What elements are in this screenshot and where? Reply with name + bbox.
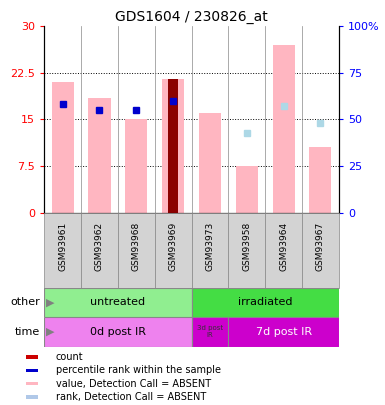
Text: count: count <box>56 352 84 362</box>
Bar <box>228 317 339 347</box>
Bar <box>162 79 184 213</box>
Bar <box>310 147 331 213</box>
Text: other: other <box>11 297 40 307</box>
Text: irradiated: irradiated <box>238 297 293 307</box>
Text: rank, Detection Call = ABSENT: rank, Detection Call = ABSENT <box>56 392 206 402</box>
Bar <box>52 82 74 213</box>
Bar <box>199 113 221 213</box>
Bar <box>26 356 38 359</box>
Text: value, Detection Call = ABSENT: value, Detection Call = ABSENT <box>56 379 211 389</box>
Bar <box>192 288 339 317</box>
Text: GSM93973: GSM93973 <box>206 222 214 271</box>
Text: ▶: ▶ <box>46 297 55 307</box>
Bar <box>125 119 147 213</box>
Bar <box>44 317 192 347</box>
Bar <box>26 369 38 372</box>
Text: percentile rank within the sample: percentile rank within the sample <box>56 365 221 375</box>
Bar <box>228 213 265 288</box>
Bar <box>26 395 38 399</box>
Bar <box>44 213 81 288</box>
Bar <box>89 98 110 213</box>
Bar <box>265 213 302 288</box>
Bar <box>273 45 295 213</box>
Bar <box>302 213 339 288</box>
Text: GSM93964: GSM93964 <box>279 222 288 271</box>
Text: GSM93962: GSM93962 <box>95 222 104 271</box>
Text: GSM93968: GSM93968 <box>132 222 141 271</box>
Text: 3d post
IR: 3d post IR <box>197 325 223 339</box>
Text: untreated: untreated <box>90 297 146 307</box>
Bar <box>155 213 192 288</box>
Text: GSM93961: GSM93961 <box>58 222 67 271</box>
Title: GDS1604 / 230826_at: GDS1604 / 230826_at <box>115 10 268 24</box>
Bar <box>118 213 155 288</box>
Text: 0d post IR: 0d post IR <box>90 327 146 337</box>
Bar <box>26 382 38 385</box>
Text: ▶: ▶ <box>46 327 55 337</box>
Text: GSM93967: GSM93967 <box>316 222 325 271</box>
Bar <box>81 213 118 288</box>
Bar <box>192 213 228 288</box>
Bar <box>44 288 192 317</box>
Bar <box>192 317 228 347</box>
Text: time: time <box>15 327 40 337</box>
Text: 7d post IR: 7d post IR <box>256 327 311 337</box>
Text: GSM93958: GSM93958 <box>242 222 251 271</box>
Text: GSM93969: GSM93969 <box>169 222 177 271</box>
Bar <box>168 79 178 213</box>
Bar <box>236 166 258 213</box>
